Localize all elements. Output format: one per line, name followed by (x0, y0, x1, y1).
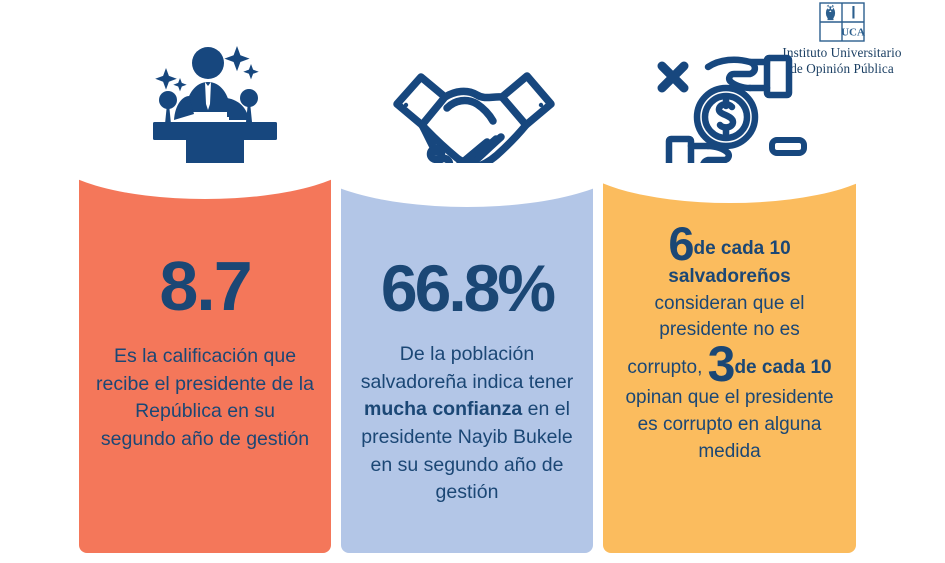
trust-stat: 66.8% (380, 251, 556, 325)
trust-caption-bold: mucha confianza (364, 398, 523, 421)
corruption-number-1: 6 (668, 217, 694, 270)
corruption-bold-1: de cada 10 salvadoreños (668, 238, 791, 287)
podium-speaker-icon (153, 46, 277, 202)
card-top-notch (341, 163, 593, 207)
iudop-logo: UCA Instituto Universitario de Opinión P… (747, 2, 937, 76)
corruption-caption: 6de cada 10 salvadoreños consideran que … (619, 220, 840, 466)
corruption-bold-2: de cada 10 (734, 357, 832, 379)
svg-text:UCA: UCA (841, 27, 865, 39)
logo-line-1: Instituto Universitario (782, 45, 902, 60)
card-trust: 66.8% De la población salvadoreña indica… (341, 163, 593, 553)
corruption-text-1: consideran que el presidente no es corru… (627, 292, 805, 379)
card-corruption: 6de cada 10 salvadoreños consideran que … (603, 163, 856, 553)
rating-stat: 8.7 (159, 247, 252, 325)
card-rating: 8.7 Es la calificación que recibe el pre… (79, 163, 331, 553)
uca-owl-emblem-icon: UCA (819, 2, 865, 42)
corruption-number-2: 3 (707, 336, 736, 393)
bribe-money-hands-icon (657, 54, 807, 180)
trust-caption: De la población salvadoreña indica tener… (357, 341, 577, 507)
corruption-text-2: opinan que el presidente es corrupto en … (625, 387, 834, 463)
rating-caption: Es la calificación que recibe el preside… (96, 345, 314, 451)
trust-caption-part1: De la población salvadoreña indica tener (360, 343, 574, 393)
trust-caption-part2: en el presidente Nayib Bukele en su segu… (361, 398, 573, 504)
logo-line-2: de Opinión Pública (790, 60, 894, 76)
